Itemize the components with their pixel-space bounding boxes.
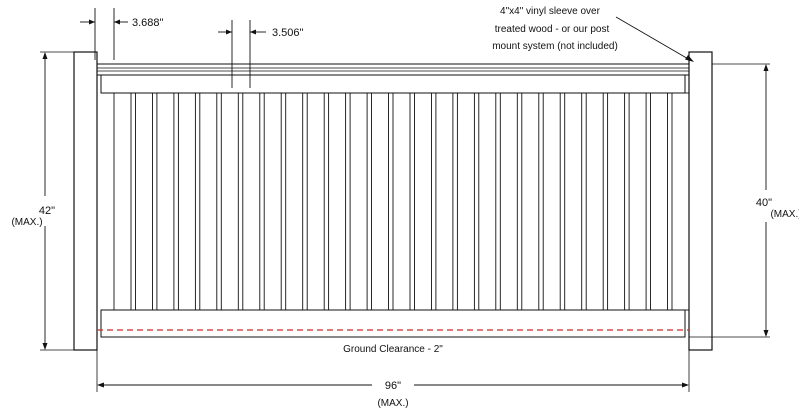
right-height-note: (MAX.) (770, 209, 799, 220)
picket (199, 92, 218, 311)
picket (542, 92, 561, 311)
picket (607, 92, 626, 311)
svg-text:mount system (not included): mount system (not included) (492, 41, 618, 52)
top-rail (96, 63, 690, 94)
right-height-label: 40" (756, 197, 772, 209)
picket (306, 92, 325, 311)
picket (349, 92, 368, 311)
picket (585, 92, 604, 311)
picket (414, 92, 432, 311)
picket (564, 92, 583, 311)
picket (435, 92, 454, 311)
picket (135, 92, 153, 311)
picket (285, 92, 304, 311)
picket (242, 92, 261, 311)
bottom-rail (100, 309, 686, 338)
pickets (113, 92, 690, 311)
picket (628, 92, 647, 311)
picket-width-dimension: 3.506" (218, 20, 304, 88)
svg-text:treated wood - or our post: treated wood - or our post (495, 24, 610, 35)
picket (499, 92, 518, 311)
right-post (688, 51, 713, 351)
picket (156, 92, 175, 311)
picket (478, 92, 497, 311)
picket (177, 92, 196, 311)
svg-text:4"x4" vinyl sleeve over: 4"x4" vinyl sleeve over (500, 6, 601, 17)
width-label: 96" (385, 380, 401, 392)
picket-gap-dimension: 3.688" (80, 8, 164, 60)
picket (521, 92, 540, 311)
left-post (73, 51, 98, 351)
left-height-dimension: 42" (MAX.) (11, 51, 74, 351)
picket-gap-label: 3.688" (132, 17, 164, 29)
picket (263, 92, 282, 311)
picket (650, 92, 668, 311)
width-note: (MAX.) (377, 398, 408, 409)
picket (113, 92, 132, 311)
picket (220, 92, 239, 311)
picket (456, 92, 475, 311)
picket-width-label: 3.506" (272, 27, 304, 39)
picket (671, 92, 690, 311)
picket (371, 92, 389, 311)
post-callout: 4"x4" vinyl sleeve over treated wood - o… (492, 6, 694, 62)
picket (328, 92, 347, 311)
picket (392, 92, 411, 311)
left-height-note: (MAX.) (11, 217, 42, 228)
right-height-dimension: 40" (MAX.) (689, 63, 799, 338)
width-dimension: 96" (MAX.) (96, 350, 690, 409)
ground-clearance-label: Ground Clearance - 2" (343, 344, 443, 355)
left-height-label: 42" (39, 205, 55, 217)
